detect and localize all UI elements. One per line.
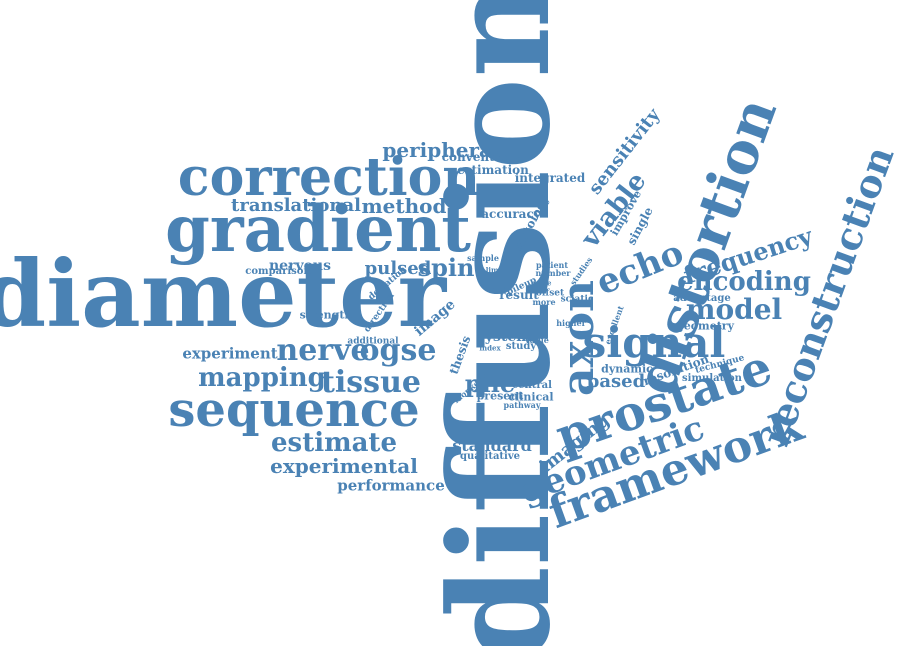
word-comparison: comparison	[245, 266, 311, 277]
word-simulation: simulation	[682, 373, 742, 384]
word-study: study	[505, 341, 537, 352]
word-method: method	[361, 194, 447, 218]
word-standard: standard	[452, 436, 532, 455]
word-dynamic: dynamic	[601, 362, 653, 376]
word-tissue: tissue	[321, 365, 421, 400]
word-correction: correction	[177, 147, 481, 208]
word-signal: signal	[582, 318, 726, 367]
word-sample: sample	[467, 253, 499, 263]
word-result: result	[499, 288, 539, 302]
word-peripheral: peripheral	[382, 138, 500, 162]
word-sequence: sequence	[168, 382, 420, 438]
word-offset: offset	[535, 288, 565, 299]
word-value: value	[525, 335, 549, 345]
word-higher: higher	[556, 318, 586, 328]
word-system: system	[476, 329, 532, 345]
word-advantage: advantage	[673, 293, 731, 304]
word-nerve: nerve	[276, 333, 370, 368]
word-experimental: experimental	[270, 454, 418, 478]
word-noise: noise	[530, 278, 552, 288]
word-patient: patient	[535, 260, 569, 270]
word-strength: strength	[299, 308, 353, 322]
word-central: central	[512, 380, 552, 391]
word-based: based	[586, 371, 646, 392]
word-sciatic: sciatic	[560, 294, 594, 305]
word-nervous: nervous	[269, 258, 331, 274]
word-conventional: conventional	[441, 150, 529, 164]
word-present: present	[476, 389, 524, 403]
word-model: model	[685, 293, 783, 326]
word-translational: translational	[231, 195, 361, 216]
word-clinical: clinical	[508, 390, 554, 404]
word-pulsed: pulsed	[364, 258, 432, 279]
word-index: index	[479, 343, 501, 353]
word-integrated: integrated	[514, 171, 586, 185]
word-additional: additional	[347, 336, 399, 347]
word-diffusion: diffusion	[418, 0, 581, 646]
word-more: more	[532, 297, 556, 307]
word-spin: spin	[417, 253, 475, 282]
word-accuracy: accuracy	[481, 207, 541, 221]
word-experiment: experiment	[182, 344, 278, 363]
word-pile: pile	[464, 369, 516, 398]
word-diameter: diameter	[0, 240, 447, 348]
word-gradient: gradient	[165, 192, 471, 267]
word-geometry: geometry	[676, 319, 734, 333]
word-qualitative: qualitative	[459, 451, 521, 462]
word-encoding: encoding	[677, 267, 811, 297]
word-number: number	[535, 268, 571, 278]
word-estimation: estimation	[457, 163, 529, 177]
word-performance: performance	[337, 476, 445, 495]
word-mapping: mapping	[198, 363, 326, 393]
word-field: field	[487, 284, 507, 294]
word-estimate: estimate	[271, 428, 397, 458]
word-limit: limit	[485, 265, 505, 275]
word-ogse: ogse	[359, 333, 437, 368]
word-pathway: pathway	[503, 400, 541, 410]
